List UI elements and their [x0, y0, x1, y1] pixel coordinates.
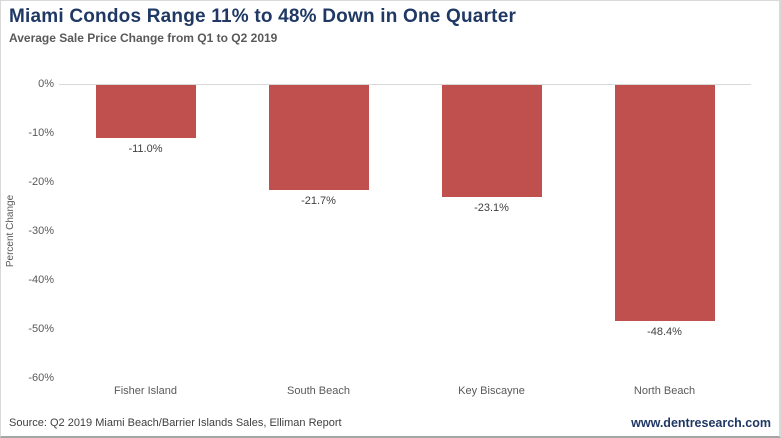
y-tick-label: 0%	[38, 78, 54, 90]
y-tick-label: -10%	[28, 127, 54, 139]
x-category-label: North Beach	[633, 385, 696, 397]
website-link[interactable]: www.dentresearch.com	[631, 416, 771, 430]
bar-key-biscayne	[441, 85, 542, 198]
bar-value-label: -23.1%	[474, 202, 509, 215]
x-category-label: Fisher Island	[114, 385, 177, 397]
zero-gridline	[59, 84, 751, 85]
bar-value-label: -11.0%	[128, 142, 163, 155]
chart-subtitle: Average Sale Price Change from Q1 to Q2 …	[9, 31, 278, 45]
y-tick-label: -40%	[28, 274, 54, 286]
x-category-label: Key Biscayne	[458, 385, 525, 397]
bar-fisher-island	[95, 85, 196, 138]
bar-value-label: -48.4%	[647, 326, 682, 339]
y-tick-label: -30%	[28, 225, 54, 237]
bar-south-beach	[268, 85, 369, 191]
y-tick-label: -60%	[28, 372, 54, 384]
source-note: Source: Q2 2019 Miami Beach/Barrier Isla…	[9, 417, 342, 429]
y-tick-label: -50%	[28, 323, 54, 335]
bar-north-beach	[614, 85, 715, 322]
bar-value-label: -21.7%	[301, 195, 336, 208]
chart-title: Miami Condos Range 11% to 48% Down in On…	[9, 6, 517, 27]
x-category-label: South Beach	[287, 385, 350, 397]
y-tick-label: -20%	[28, 176, 54, 188]
